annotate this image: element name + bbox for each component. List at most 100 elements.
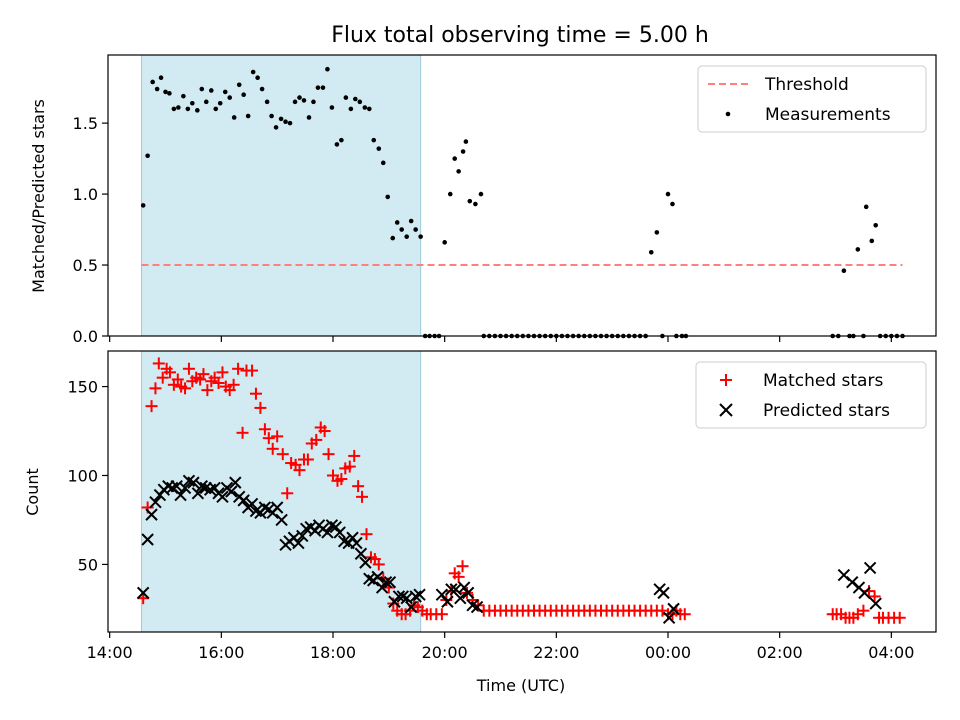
measurements-point bbox=[181, 93, 186, 99]
predicted-stars-point bbox=[375, 581, 389, 594]
predicted-stars-point bbox=[359, 556, 372, 569]
matched-stars-point bbox=[145, 400, 158, 413]
y-tick-label: 0.5 bbox=[73, 256, 98, 275]
measurements-point bbox=[195, 108, 200, 113]
measurements-point bbox=[287, 120, 293, 126]
predicted-stars-point bbox=[458, 581, 471, 594]
measurements-point bbox=[190, 100, 195, 106]
top-axes-frame bbox=[107, 54, 937, 337]
predicted-stars-point bbox=[275, 513, 288, 527]
matched-stars-point bbox=[318, 425, 331, 438]
y-tick-label: 100 bbox=[67, 466, 98, 485]
bottom-legend: Matched stars Predicted stars bbox=[695, 361, 927, 429]
measurements-point bbox=[297, 95, 302, 100]
measurements-point bbox=[269, 113, 274, 119]
matched-stars-point bbox=[227, 378, 240, 391]
measurements-point bbox=[408, 218, 414, 224]
matched-stars-point bbox=[246, 364, 259, 377]
predicted-stars-point bbox=[346, 531, 359, 544]
measurements-point bbox=[150, 79, 155, 85]
matched-stars-point bbox=[152, 357, 165, 370]
measurements-point bbox=[648, 249, 654, 255]
measurements-point bbox=[292, 99, 298, 105]
threshold-legend-label: Threshold bbox=[764, 75, 849, 95]
matched-stars-point bbox=[232, 362, 245, 375]
predicted-stars-point bbox=[258, 501, 272, 514]
matched-stars-point bbox=[201, 384, 214, 397]
measurements-point bbox=[670, 201, 675, 207]
predicted-stars-point bbox=[136, 586, 150, 600]
measurements-point bbox=[413, 227, 418, 232]
bottom-panel: 50 100 150 14:00 16:00 18:00 20:00 22:00 00:00 02… bbox=[23, 350, 937, 695]
measurements-point bbox=[208, 88, 214, 93]
predicted-stars-point bbox=[237, 494, 250, 507]
matched-stars-point bbox=[348, 449, 361, 462]
measurements-point bbox=[145, 153, 150, 159]
matched-stars-point bbox=[456, 560, 469, 573]
matched-stars-point bbox=[249, 387, 262, 400]
y-tick-label: 1.5 bbox=[73, 114, 98, 133]
measurements-point bbox=[167, 91, 172, 96]
measurements-point bbox=[231, 115, 237, 120]
predicted-stars-point bbox=[141, 533, 154, 546]
predicted-stars-point bbox=[371, 570, 384, 584]
matched-legend-label: Matched stars bbox=[763, 371, 883, 391]
predicted-stars-point bbox=[329, 520, 343, 534]
measurements-point bbox=[264, 99, 270, 105]
measurements-point bbox=[283, 119, 288, 125]
predicted-stars-point bbox=[404, 600, 418, 614]
matched-stars-point bbox=[868, 590, 881, 603]
measurements-point bbox=[222, 89, 228, 95]
measurements-point bbox=[869, 238, 875, 244]
top-y-axis-label: Matched/Predicted stars bbox=[29, 99, 48, 293]
matched-stars-point bbox=[254, 401, 267, 414]
bottom-legend-box bbox=[695, 361, 927, 429]
predicted-stars-point bbox=[863, 561, 877, 575]
matched-stars-point bbox=[343, 460, 356, 473]
predicted-stars-point bbox=[174, 488, 187, 502]
measurements-point bbox=[213, 106, 219, 112]
matched-stars-point bbox=[352, 480, 365, 493]
bottom-axes-frame bbox=[107, 350, 937, 633]
measurements-point bbox=[463, 139, 469, 144]
measurements-point bbox=[442, 240, 447, 245]
predicted-stars-point bbox=[667, 602, 680, 616]
predicted-stars-point bbox=[178, 481, 192, 495]
measurements-point bbox=[348, 106, 354, 112]
measurements-point bbox=[473, 201, 478, 207]
observing-window-shade bbox=[140, 54, 422, 337]
measurements-point bbox=[334, 142, 340, 147]
matched-stars-point bbox=[171, 373, 184, 386]
predicted-legend-label: Predicted stars bbox=[763, 401, 890, 421]
measurements-point bbox=[456, 169, 461, 174]
measurements-point bbox=[315, 85, 321, 90]
matched-stars-point bbox=[372, 558, 385, 571]
measurements-point bbox=[154, 86, 160, 92]
matched-stars-point bbox=[301, 453, 314, 466]
matched-stars-point bbox=[156, 371, 169, 384]
predicted-stars-point bbox=[441, 595, 454, 608]
matched-stars-point bbox=[281, 487, 294, 500]
matched-stars-point bbox=[271, 430, 284, 443]
predicted-stars-point bbox=[396, 590, 410, 603]
matched-stars-point bbox=[310, 433, 323, 446]
y-tick-label: 1.0 bbox=[73, 185, 98, 204]
measurements-point bbox=[255, 75, 260, 81]
matched-stars-point bbox=[356, 490, 369, 503]
predicted-stars-point bbox=[383, 575, 397, 589]
x-tick-label: 20:00 bbox=[422, 643, 468, 662]
predicted-stars-point bbox=[216, 490, 229, 504]
matched-stars-point bbox=[893, 611, 906, 624]
predicted-stars-point bbox=[321, 526, 334, 539]
measurements-point bbox=[385, 194, 391, 200]
measurements-point bbox=[241, 92, 246, 98]
measurements-legend-marker bbox=[725, 111, 731, 117]
predicted-stars-point bbox=[229, 476, 242, 489]
measurements-point bbox=[259, 86, 265, 92]
x-tick-label: 02:00 bbox=[757, 643, 803, 662]
predicted-stars-point bbox=[379, 575, 393, 589]
measurements-point bbox=[325, 66, 330, 72]
matched-stars-point bbox=[452, 570, 465, 583]
measurements-point bbox=[273, 125, 279, 130]
